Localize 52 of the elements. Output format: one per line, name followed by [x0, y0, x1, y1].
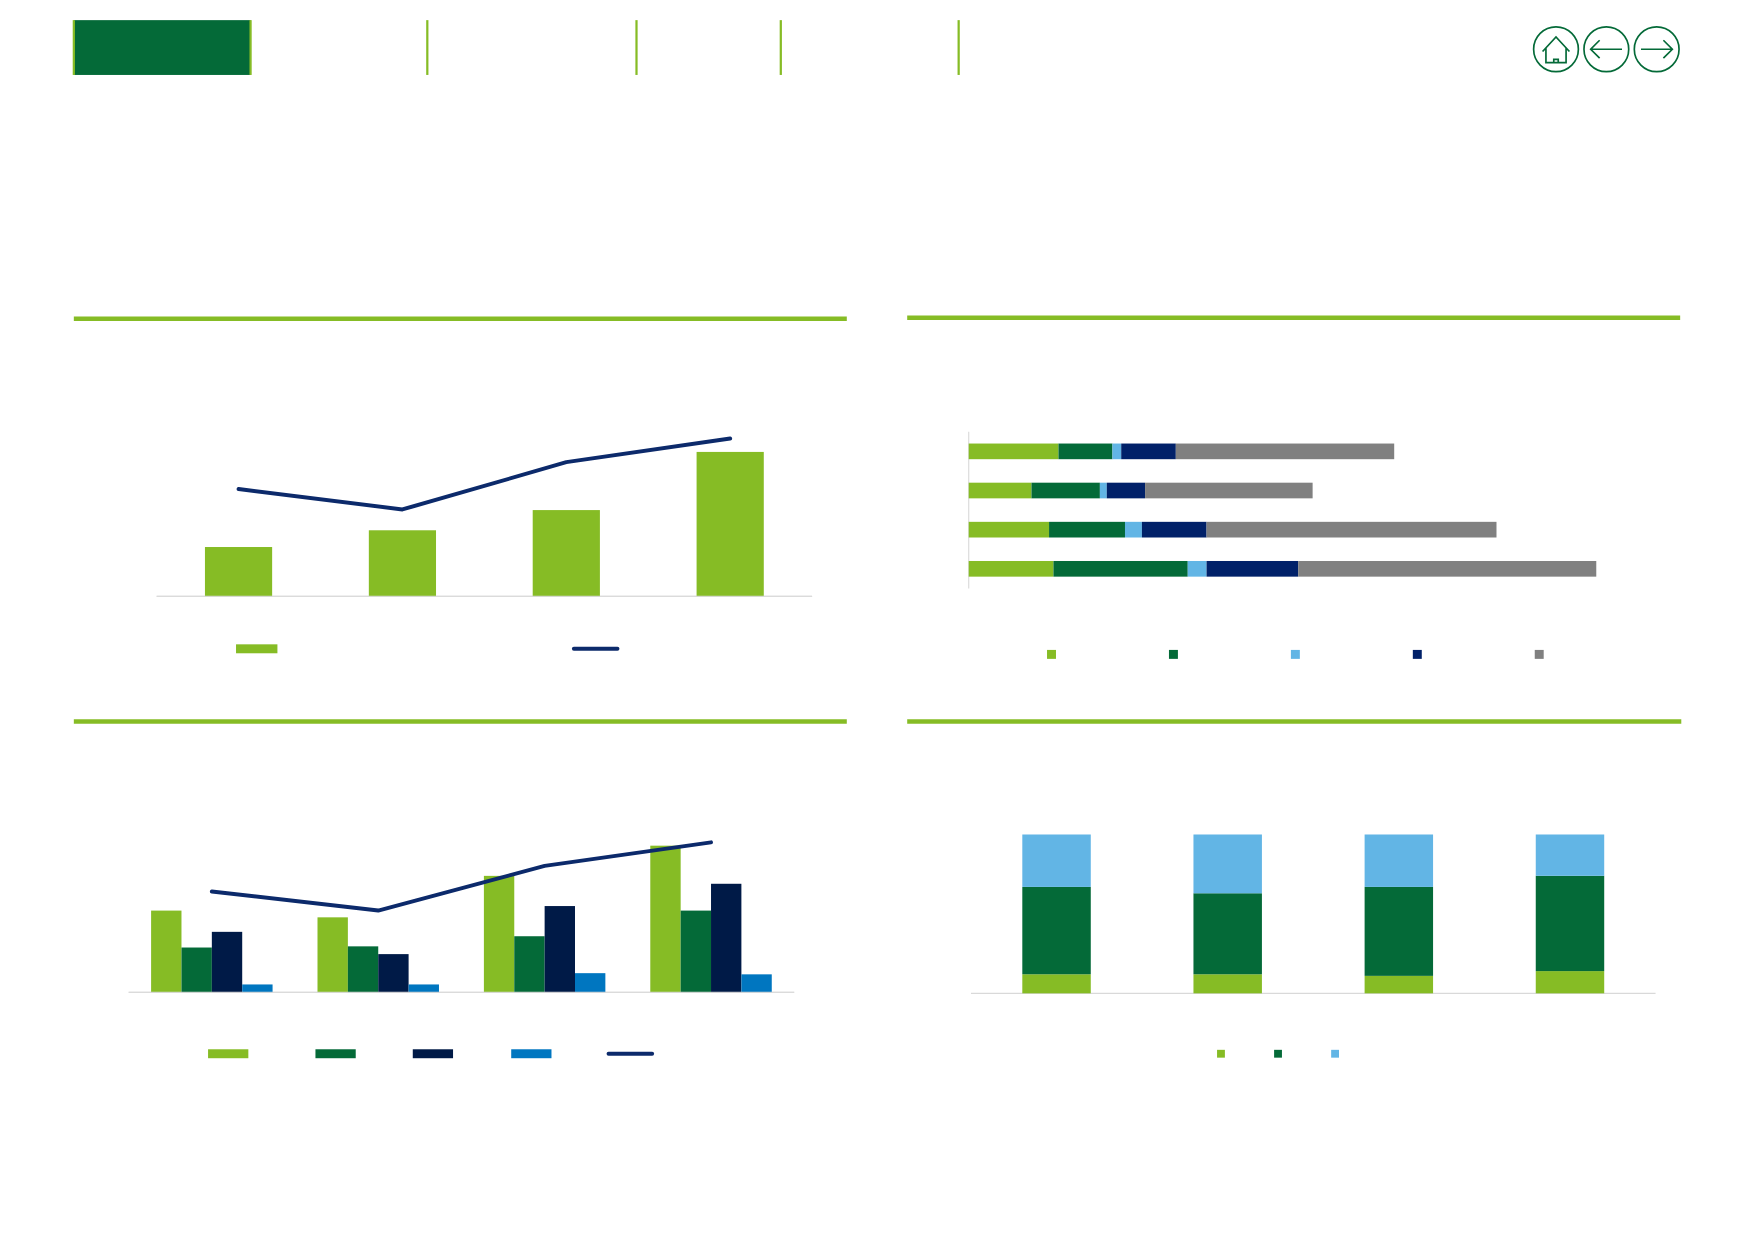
- bar: [211, 931, 243, 993]
- bar: [1049, 521, 1125, 538]
- bar: [1022, 834, 1091, 887]
- bar: [1206, 521, 1497, 538]
- bar: [1031, 482, 1100, 499]
- bar: [1112, 443, 1122, 460]
- bar: [1121, 443, 1176, 460]
- bar: [151, 910, 182, 993]
- bar: [1053, 560, 1188, 577]
- bar: [968, 443, 1059, 460]
- bar: [378, 954, 409, 993]
- bar: [483, 875, 515, 993]
- bar: [1058, 443, 1113, 460]
- bar: [1141, 521, 1207, 538]
- bar: [650, 845, 681, 993]
- bar: [680, 910, 712, 993]
- bar: [696, 451, 764, 597]
- bar: [204, 547, 273, 597]
- bar: [347, 946, 379, 993]
- bar: [575, 973, 606, 993]
- bar: [514, 936, 545, 993]
- bar: [1193, 834, 1262, 894]
- bar: [1193, 893, 1262, 975]
- bar: [968, 560, 1054, 577]
- bar: [242, 984, 273, 993]
- bar: [1022, 974, 1091, 994]
- bar: [317, 917, 348, 993]
- bar: [544, 906, 575, 993]
- bar: [1364, 886, 1434, 976]
- bar: [532, 510, 600, 597]
- bar: [1193, 974, 1262, 994]
- bar: [1535, 875, 1605, 972]
- bar: [1106, 482, 1146, 499]
- bar: [1022, 886, 1091, 975]
- bar: [1175, 443, 1395, 460]
- bar: [1535, 834, 1605, 876]
- bar: [711, 883, 742, 993]
- bar: [1124, 521, 1142, 538]
- bar: [1099, 482, 1107, 499]
- bar: [181, 947, 212, 993]
- bar: [968, 482, 1032, 499]
- bar: [968, 521, 1050, 538]
- bar: [1364, 975, 1434, 994]
- bar: [1145, 482, 1313, 499]
- bar: [741, 974, 772, 993]
- bar: [368, 530, 437, 597]
- bar: [1187, 560, 1207, 577]
- bar: [1535, 971, 1605, 994]
- bar: [1206, 560, 1299, 577]
- bar: [1298, 560, 1597, 577]
- bar: [1364, 834, 1434, 887]
- bar: [408, 984, 439, 993]
